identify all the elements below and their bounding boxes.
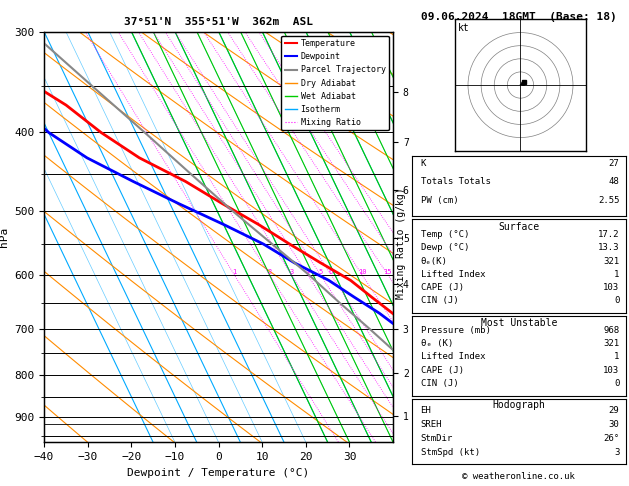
- Text: 0: 0: [614, 296, 620, 305]
- Text: 29: 29: [609, 406, 620, 416]
- Y-axis label: hPa: hPa: [0, 227, 9, 247]
- Text: CAPE (J): CAPE (J): [421, 366, 464, 375]
- Text: 321: 321: [603, 339, 620, 348]
- Text: StmSpd (kt): StmSpd (kt): [421, 448, 480, 457]
- Text: 5: 5: [318, 269, 323, 275]
- Text: θₑ (K): θₑ (K): [421, 339, 453, 348]
- Text: 37°51'N  355°51'W  362m  ASL: 37°51'N 355°51'W 362m ASL: [124, 17, 313, 28]
- Text: 1: 1: [614, 270, 620, 279]
- Text: Lifted Index: Lifted Index: [421, 270, 485, 279]
- Text: Temp (°C): Temp (°C): [421, 230, 469, 239]
- Text: Mixing Ratio (g/kg): Mixing Ratio (g/kg): [396, 187, 406, 299]
- Text: Totals Totals: Totals Totals: [421, 177, 491, 187]
- X-axis label: Dewpoint / Temperature (°C): Dewpoint / Temperature (°C): [128, 468, 309, 478]
- Text: 30: 30: [609, 420, 620, 429]
- Text: 321: 321: [603, 257, 620, 266]
- Text: kt: kt: [457, 23, 469, 34]
- Text: 09.06.2024  18GMT  (Base: 18): 09.06.2024 18GMT (Base: 18): [421, 12, 617, 22]
- Text: Pressure (mb): Pressure (mb): [421, 326, 491, 334]
- Text: 2.55: 2.55: [598, 195, 620, 205]
- Text: θₑ(K): θₑ(K): [421, 257, 447, 266]
- Text: K: K: [421, 159, 426, 168]
- Text: CIN (J): CIN (J): [421, 380, 458, 388]
- Text: 3: 3: [289, 269, 294, 275]
- Text: 13.3: 13.3: [598, 243, 620, 252]
- Text: CIN (J): CIN (J): [421, 296, 458, 305]
- Y-axis label: km
ASL: km ASL: [425, 237, 443, 259]
- Text: 103: 103: [603, 366, 620, 375]
- Text: 2: 2: [267, 269, 272, 275]
- Text: 0: 0: [614, 380, 620, 388]
- Text: 1: 1: [232, 269, 237, 275]
- Text: Most Unstable: Most Unstable: [481, 318, 557, 329]
- Text: 1: 1: [614, 352, 620, 362]
- Text: StmDir: StmDir: [421, 434, 453, 443]
- Text: 4: 4: [305, 269, 309, 275]
- Text: Hodograph: Hodograph: [493, 400, 545, 411]
- Text: 48: 48: [609, 177, 620, 187]
- Text: PW (cm): PW (cm): [421, 195, 458, 205]
- Text: Surface: Surface: [498, 222, 540, 231]
- Text: CAPE (J): CAPE (J): [421, 283, 464, 292]
- Text: 10: 10: [358, 269, 366, 275]
- Text: 17.2: 17.2: [598, 230, 620, 239]
- Text: Dewp (°C): Dewp (°C): [421, 243, 469, 252]
- Text: 15: 15: [384, 269, 392, 275]
- Text: © weatheronline.co.uk: © weatheronline.co.uk: [462, 472, 576, 481]
- Text: 103: 103: [603, 283, 620, 292]
- Text: 26°: 26°: [603, 434, 620, 443]
- Legend: Temperature, Dewpoint, Parcel Trajectory, Dry Adiabat, Wet Adiabat, Isotherm, Mi: Temperature, Dewpoint, Parcel Trajectory…: [281, 36, 389, 130]
- Text: LCL: LCL: [515, 419, 533, 430]
- Text: 27: 27: [609, 159, 620, 168]
- Text: EH: EH: [421, 406, 431, 416]
- Text: 3: 3: [614, 448, 620, 457]
- Text: SREH: SREH: [421, 420, 442, 429]
- Text: 6: 6: [329, 269, 333, 275]
- Text: Lifted Index: Lifted Index: [421, 352, 485, 362]
- Text: 968: 968: [603, 326, 620, 334]
